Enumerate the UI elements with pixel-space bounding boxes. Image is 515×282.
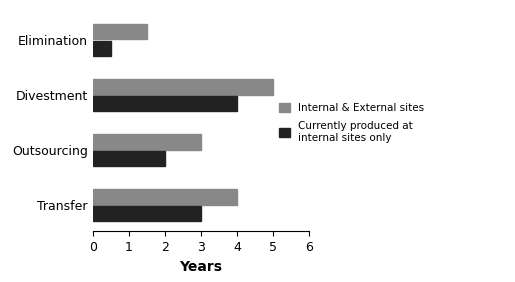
Bar (93, 41, 111, 56)
Bar (93, 134, 201, 150)
X-axis label: Years: Years (179, 259, 222, 274)
Bar (93, 206, 201, 221)
Bar (93, 24, 147, 39)
Bar (93, 96, 237, 111)
Legend: Internal & External sites, Currently produced at
internal sites only: Internal & External sites, Currently pro… (276, 98, 428, 147)
Bar (93, 79, 273, 94)
Bar (93, 151, 165, 166)
Bar (93, 190, 237, 205)
